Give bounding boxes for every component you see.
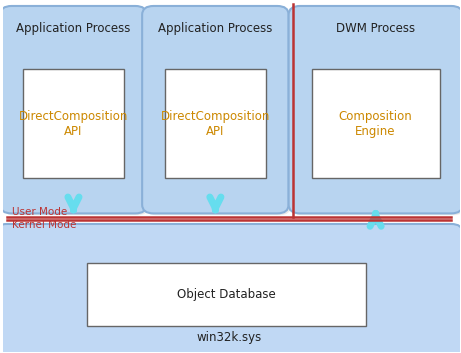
FancyBboxPatch shape [2, 8, 149, 215]
FancyBboxPatch shape [291, 8, 461, 215]
FancyBboxPatch shape [0, 224, 461, 353]
Text: Object Database: Object Database [177, 288, 276, 301]
FancyBboxPatch shape [289, 6, 461, 214]
FancyBboxPatch shape [23, 69, 124, 178]
Text: Kernel Mode: Kernel Mode [12, 221, 76, 231]
Text: DirectComposition
API: DirectComposition API [161, 110, 270, 138]
Text: Composition
Engine: Composition Engine [339, 110, 413, 138]
FancyBboxPatch shape [142, 6, 289, 214]
Text: DirectComposition
API: DirectComposition API [19, 110, 128, 138]
FancyBboxPatch shape [87, 263, 366, 326]
Text: DWM Process: DWM Process [336, 22, 415, 35]
Text: Application Process: Application Process [16, 22, 130, 35]
FancyBboxPatch shape [312, 69, 440, 178]
FancyBboxPatch shape [165, 69, 266, 178]
Text: win32k.sys: win32k.sys [196, 330, 262, 343]
Text: Application Process: Application Process [158, 22, 272, 35]
FancyBboxPatch shape [0, 6, 147, 214]
Text: User Mode: User Mode [12, 207, 67, 217]
FancyBboxPatch shape [144, 8, 291, 215]
